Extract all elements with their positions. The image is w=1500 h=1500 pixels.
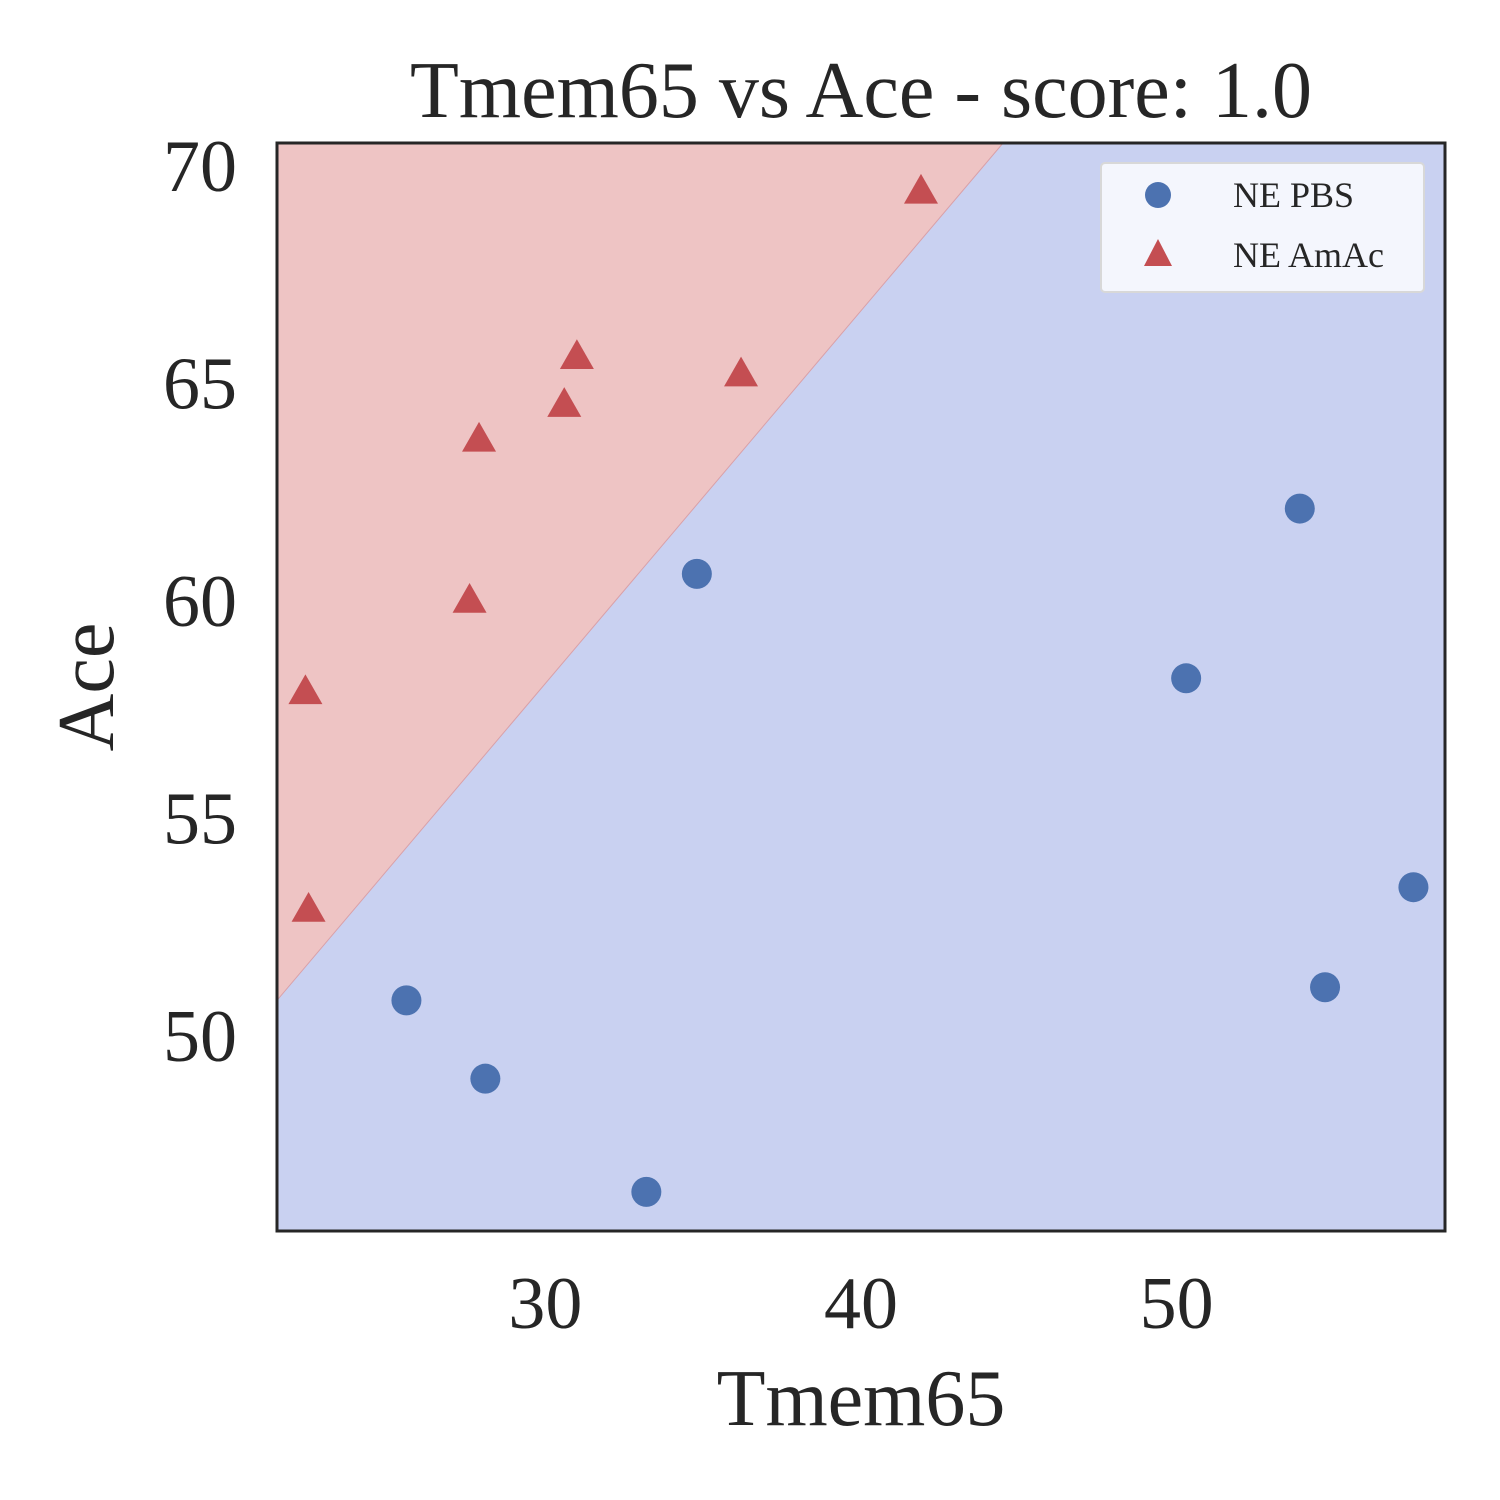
point-ne-pbs [1398, 872, 1429, 903]
point-ne-amac [903, 173, 938, 204]
point-ne-pbs [1171, 663, 1202, 694]
x-tick-label: 30 [508, 1263, 582, 1345]
chart-title: Tmem65 vs Ace - score: 1.0 [410, 47, 1312, 135]
point-ne-amac [462, 421, 497, 452]
legend-box [1100, 162, 1425, 293]
legend-label-ne-amac: NE AmAc [1233, 235, 1384, 275]
legend-label-ne-pbs: NE PBS [1233, 175, 1354, 215]
legend-marker-triangle [1144, 239, 1172, 266]
point-ne-amac [291, 891, 326, 922]
point-ne-pbs [470, 1063, 501, 1094]
x-axis-ticks: 30 40 50 [508, 1263, 1213, 1345]
plot-frame [275, 141, 1447, 1233]
point-ne-amac [452, 582, 487, 613]
point-ne-amac [559, 339, 594, 369]
y-axis-label: Ace [43, 623, 131, 752]
y-tick-label: 50 [163, 996, 237, 1078]
legend: NE PBS NE AmAc [1100, 162, 1425, 293]
point-ne-amac [547, 387, 582, 417]
decision-regions [277, 143, 1445, 1231]
point-ne-amac [288, 674, 323, 705]
point-ne-pbs [391, 985, 422, 1016]
x-axis-label: Tmem65 [717, 1355, 1006, 1443]
y-tick-label: 70 [163, 126, 237, 208]
point-ne-pbs [1284, 493, 1315, 524]
x-tick-label: 50 [1140, 1263, 1214, 1345]
y-tick-label: 60 [163, 561, 237, 643]
y-tick-label: 65 [163, 343, 237, 425]
decision-boundary [277, 143, 1004, 1001]
point-ne-pbs [681, 558, 712, 589]
point-ne-pbs [1310, 972, 1341, 1003]
legend-marker-circle [1145, 182, 1171, 208]
y-tick-label: 55 [163, 779, 237, 861]
point-ne-amac [724, 356, 759, 387]
point-ne-pbs [631, 1176, 662, 1207]
x-tick-label: 40 [824, 1263, 898, 1345]
data-points [288, 173, 1429, 1207]
y-axis-ticks: 50 55 60 65 70 [163, 126, 237, 1078]
